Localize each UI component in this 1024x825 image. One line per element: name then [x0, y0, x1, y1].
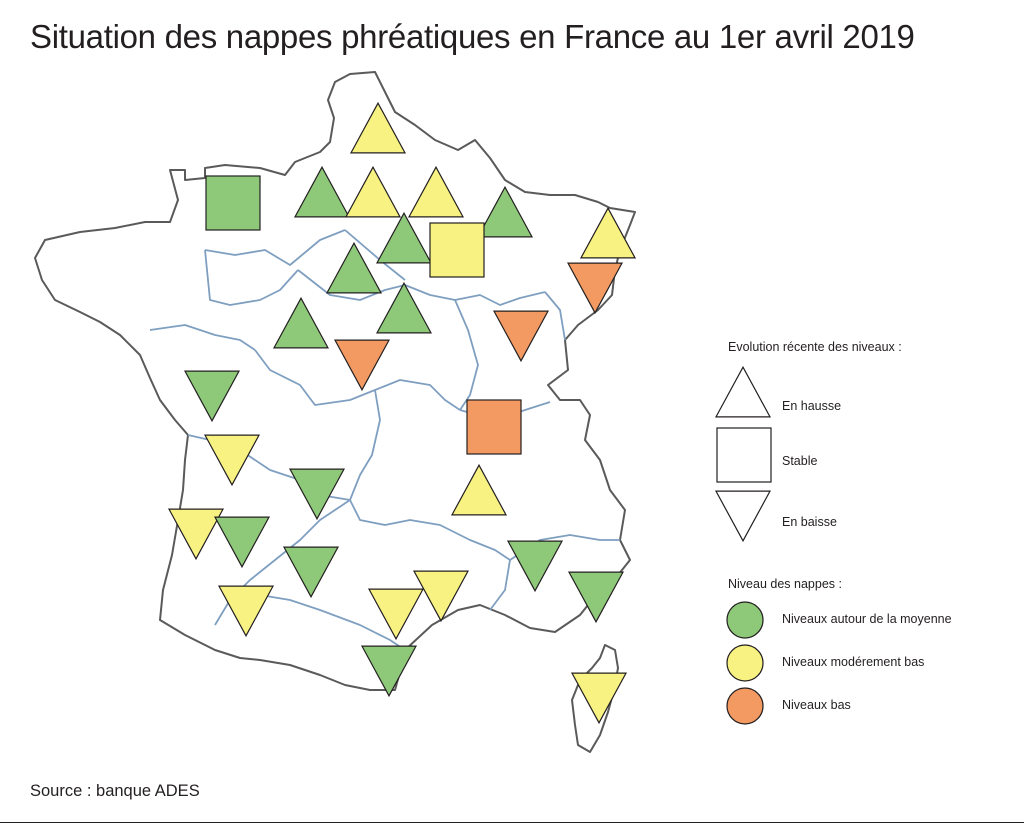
aquifer-marker-down-orange — [566, 262, 624, 315]
basin-line-2 — [149, 324, 256, 351]
aquifer-marker-stable-vert — [205, 175, 261, 231]
aquifer-marker-up-vert — [476, 185, 534, 238]
aquifer-marker-up-jaune — [579, 206, 637, 259]
aquifer-marker-up-jaune — [349, 101, 407, 154]
aquifer-marker-down-vert — [213, 516, 271, 569]
legend-symbols — [714, 365, 772, 725]
basin-line-3 — [254, 349, 461, 411]
legend-symbol-triangle-down — [714, 490, 772, 543]
aquifer-marker-up-jaune — [344, 165, 402, 218]
aquifer-marker-down-orange — [333, 339, 391, 392]
aquifer-marker-down-vert — [282, 546, 340, 599]
aquifer-marker-up-vert — [325, 241, 383, 294]
aquifer-marker-up-vert — [375, 211, 433, 264]
basin-line-9 — [349, 389, 511, 561]
aquifer-marker-up-jaune — [407, 165, 465, 218]
source-note: Source : banque ADES — [30, 782, 200, 800]
bottom-rule — [0, 822, 1024, 823]
map-title: Situation des nappes phréatiques en Fran… — [30, 18, 915, 55]
aquifer-marker-down-jaune — [412, 570, 470, 623]
legend-swatch-orange — [726, 687, 764, 725]
aquifer-marker-down-jaune — [203, 434, 261, 487]
aquifer-marker-down-vert — [506, 540, 564, 593]
aquifer-marker-down-jaune — [167, 508, 225, 561]
legend-symbol-triangle-up — [714, 365, 772, 418]
basin-line-7 — [544, 291, 566, 341]
legend-label-hausse: En hausse — [782, 399, 842, 413]
aquifer-marker-down-vert — [288, 468, 346, 521]
aquifer-marker-down-jaune — [217, 585, 275, 638]
basin-line-1 — [204, 249, 299, 306]
france-outline — [34, 71, 636, 753]
legend-symbol-square — [716, 427, 772, 483]
aquifer-marker-down-vert — [567, 571, 625, 624]
basin-line-12 — [489, 559, 511, 611]
aquifer-marker-stable-orange — [466, 399, 522, 455]
legend-swatch-vert — [726, 601, 764, 639]
legend-title-niveau: Niveau des nappes : — [728, 577, 842, 591]
aquifer-marker-up-vert — [375, 281, 433, 334]
legend-title-evolution: Evolution récente des niveaux : — [728, 340, 902, 354]
legend-label-baisse: En baisse — [782, 515, 837, 529]
legend-label-bas: Niveaux bas — [782, 698, 851, 712]
aquifer-marker-down-jaune — [367, 588, 425, 641]
aquifer-marker-down-orange — [492, 310, 550, 363]
aquifer-marker-down-vert — [183, 370, 241, 423]
aquifer-marker-up-jaune — [450, 463, 508, 516]
legend-label-moyenne: Niveaux autour de la moyenne — [782, 612, 952, 626]
france-border — [34, 71, 636, 691]
basin-line-0 — [204, 229, 346, 266]
aquifer-marker-up-vert — [272, 296, 330, 349]
aquifer-marker-stable-jaune — [429, 222, 485, 278]
aquifer-markers — [167, 101, 637, 725]
aquifer-marker-down-jaune — [570, 672, 628, 725]
basin-line-4 — [297, 269, 546, 306]
legend-label-stable: Stable — [782, 454, 818, 468]
aquifer-marker-down-vert — [360, 645, 418, 698]
aquifer-marker-up-vert — [293, 165, 351, 218]
legend-label-moderement-bas: Niveaux modérement bas — [782, 655, 925, 669]
legend-swatch-jaune — [726, 644, 764, 682]
